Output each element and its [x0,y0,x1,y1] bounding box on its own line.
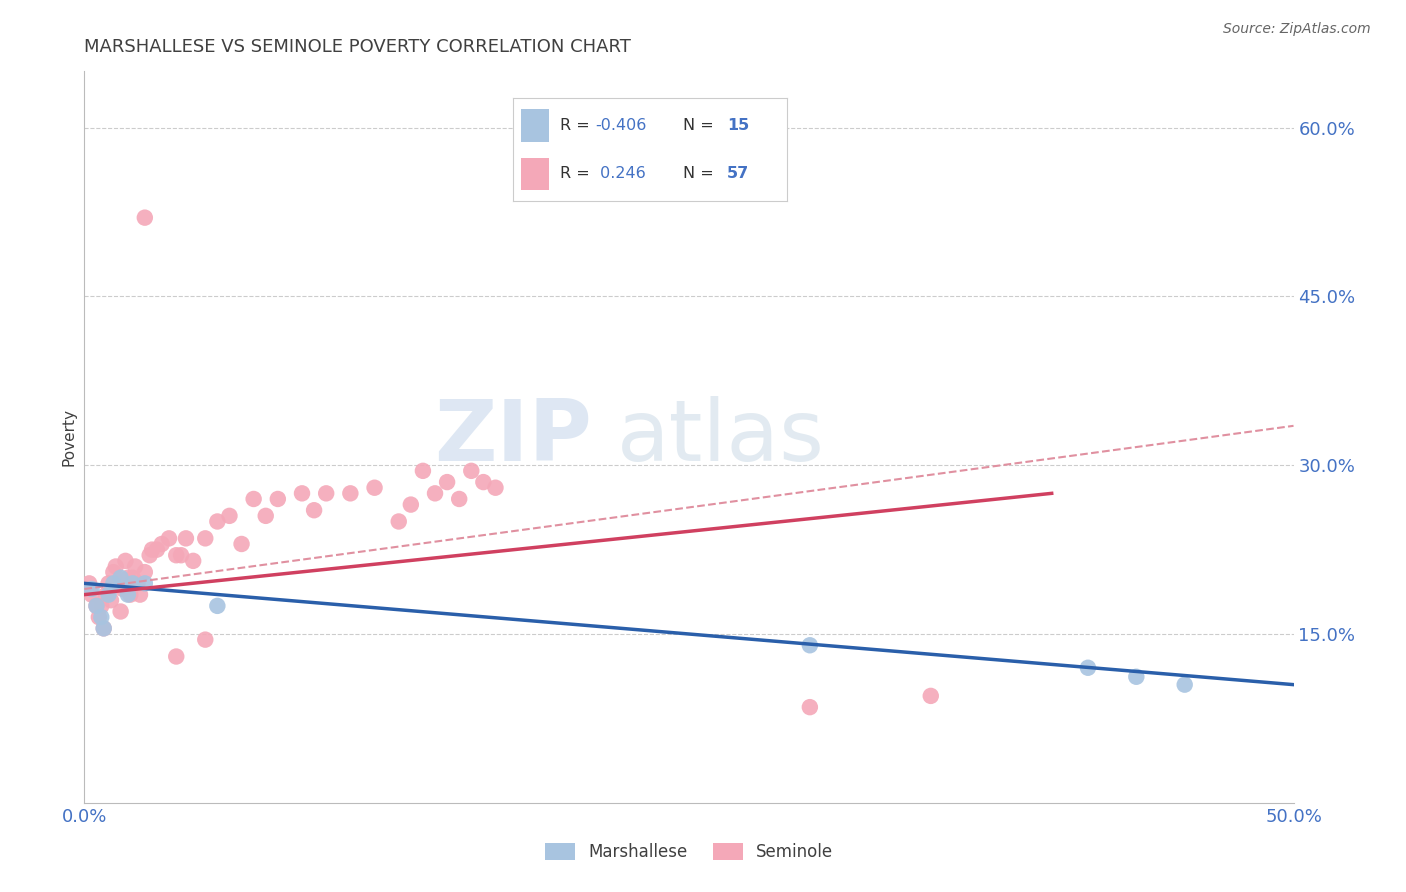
Point [117,571,139,585]
Point [138,548,160,562]
Point [146,542,169,557]
Point [110,571,132,585]
Point [93,621,115,635]
Point [90,599,112,613]
Point [86,599,108,613]
Point [107,576,129,591]
Point [117,588,139,602]
Point [267,491,290,506]
Point [141,542,163,557]
Bar [522,110,548,142]
Point [920,689,942,703]
Point [302,503,325,517]
Text: R =: R = [560,166,595,180]
Point [399,498,422,512]
Point [194,532,217,546]
Point [170,548,193,562]
Point [181,554,204,568]
Text: MARSHALLESE VS SEMINOLE POVERTY CORRELATION CHART: MARSHALLESE VS SEMINOLE POVERTY CORRELAT… [84,38,631,56]
Point [799,700,821,714]
Text: 0.246: 0.246 [596,166,647,180]
Point [1174,678,1197,692]
Point [134,211,156,225]
Point [194,632,217,647]
Point [124,559,146,574]
Text: -0.406: -0.406 [596,119,647,133]
Point [436,475,458,489]
Point [121,571,143,585]
Point [207,599,229,613]
Text: Source: ZipAtlas.com: Source: ZipAtlas.com [1223,22,1371,37]
Point [799,638,821,652]
Point [134,565,156,579]
Point [218,508,240,523]
Point [121,576,143,591]
Point [97,576,120,591]
Point [207,515,229,529]
Point [291,486,314,500]
Point [484,481,506,495]
Point [339,486,361,500]
Point [103,576,125,591]
Point [412,464,434,478]
Text: ZIP: ZIP [434,395,592,479]
Point [363,481,385,495]
Point [103,565,125,579]
Point [449,491,471,506]
Point [388,515,411,529]
Point [93,621,115,635]
Point [80,582,103,596]
Point [1077,661,1099,675]
Point [112,582,135,596]
Point [174,532,197,546]
Point [231,537,253,551]
Text: N =: N = [683,166,718,180]
Point [460,464,482,478]
Legend: Marshallese, Seminole: Marshallese, Seminole [538,836,839,868]
Point [254,508,277,523]
Text: atlas: atlas [616,395,824,479]
Point [315,486,337,500]
Point [165,548,187,562]
Point [129,588,152,602]
Point [157,532,180,546]
Point [1125,670,1147,684]
Point [110,605,132,619]
Point [242,491,264,506]
Point [165,649,187,664]
Point [114,554,136,568]
Text: 57: 57 [727,166,749,180]
Y-axis label: Poverty: Poverty [60,408,76,467]
Point [100,593,122,607]
Point [104,559,127,574]
Point [77,576,100,591]
Point [97,588,120,602]
Point [150,537,173,551]
Bar [522,158,548,190]
Point [472,475,495,489]
Text: R =: R = [560,119,595,133]
Point [134,576,156,591]
Point [423,486,446,500]
Point [90,610,112,624]
Point [127,576,149,591]
Point [120,588,142,602]
Text: 15: 15 [727,119,749,133]
Text: N =: N = [683,119,718,133]
Point [94,588,117,602]
Point [86,599,108,613]
Point [80,588,103,602]
Point [87,610,110,624]
